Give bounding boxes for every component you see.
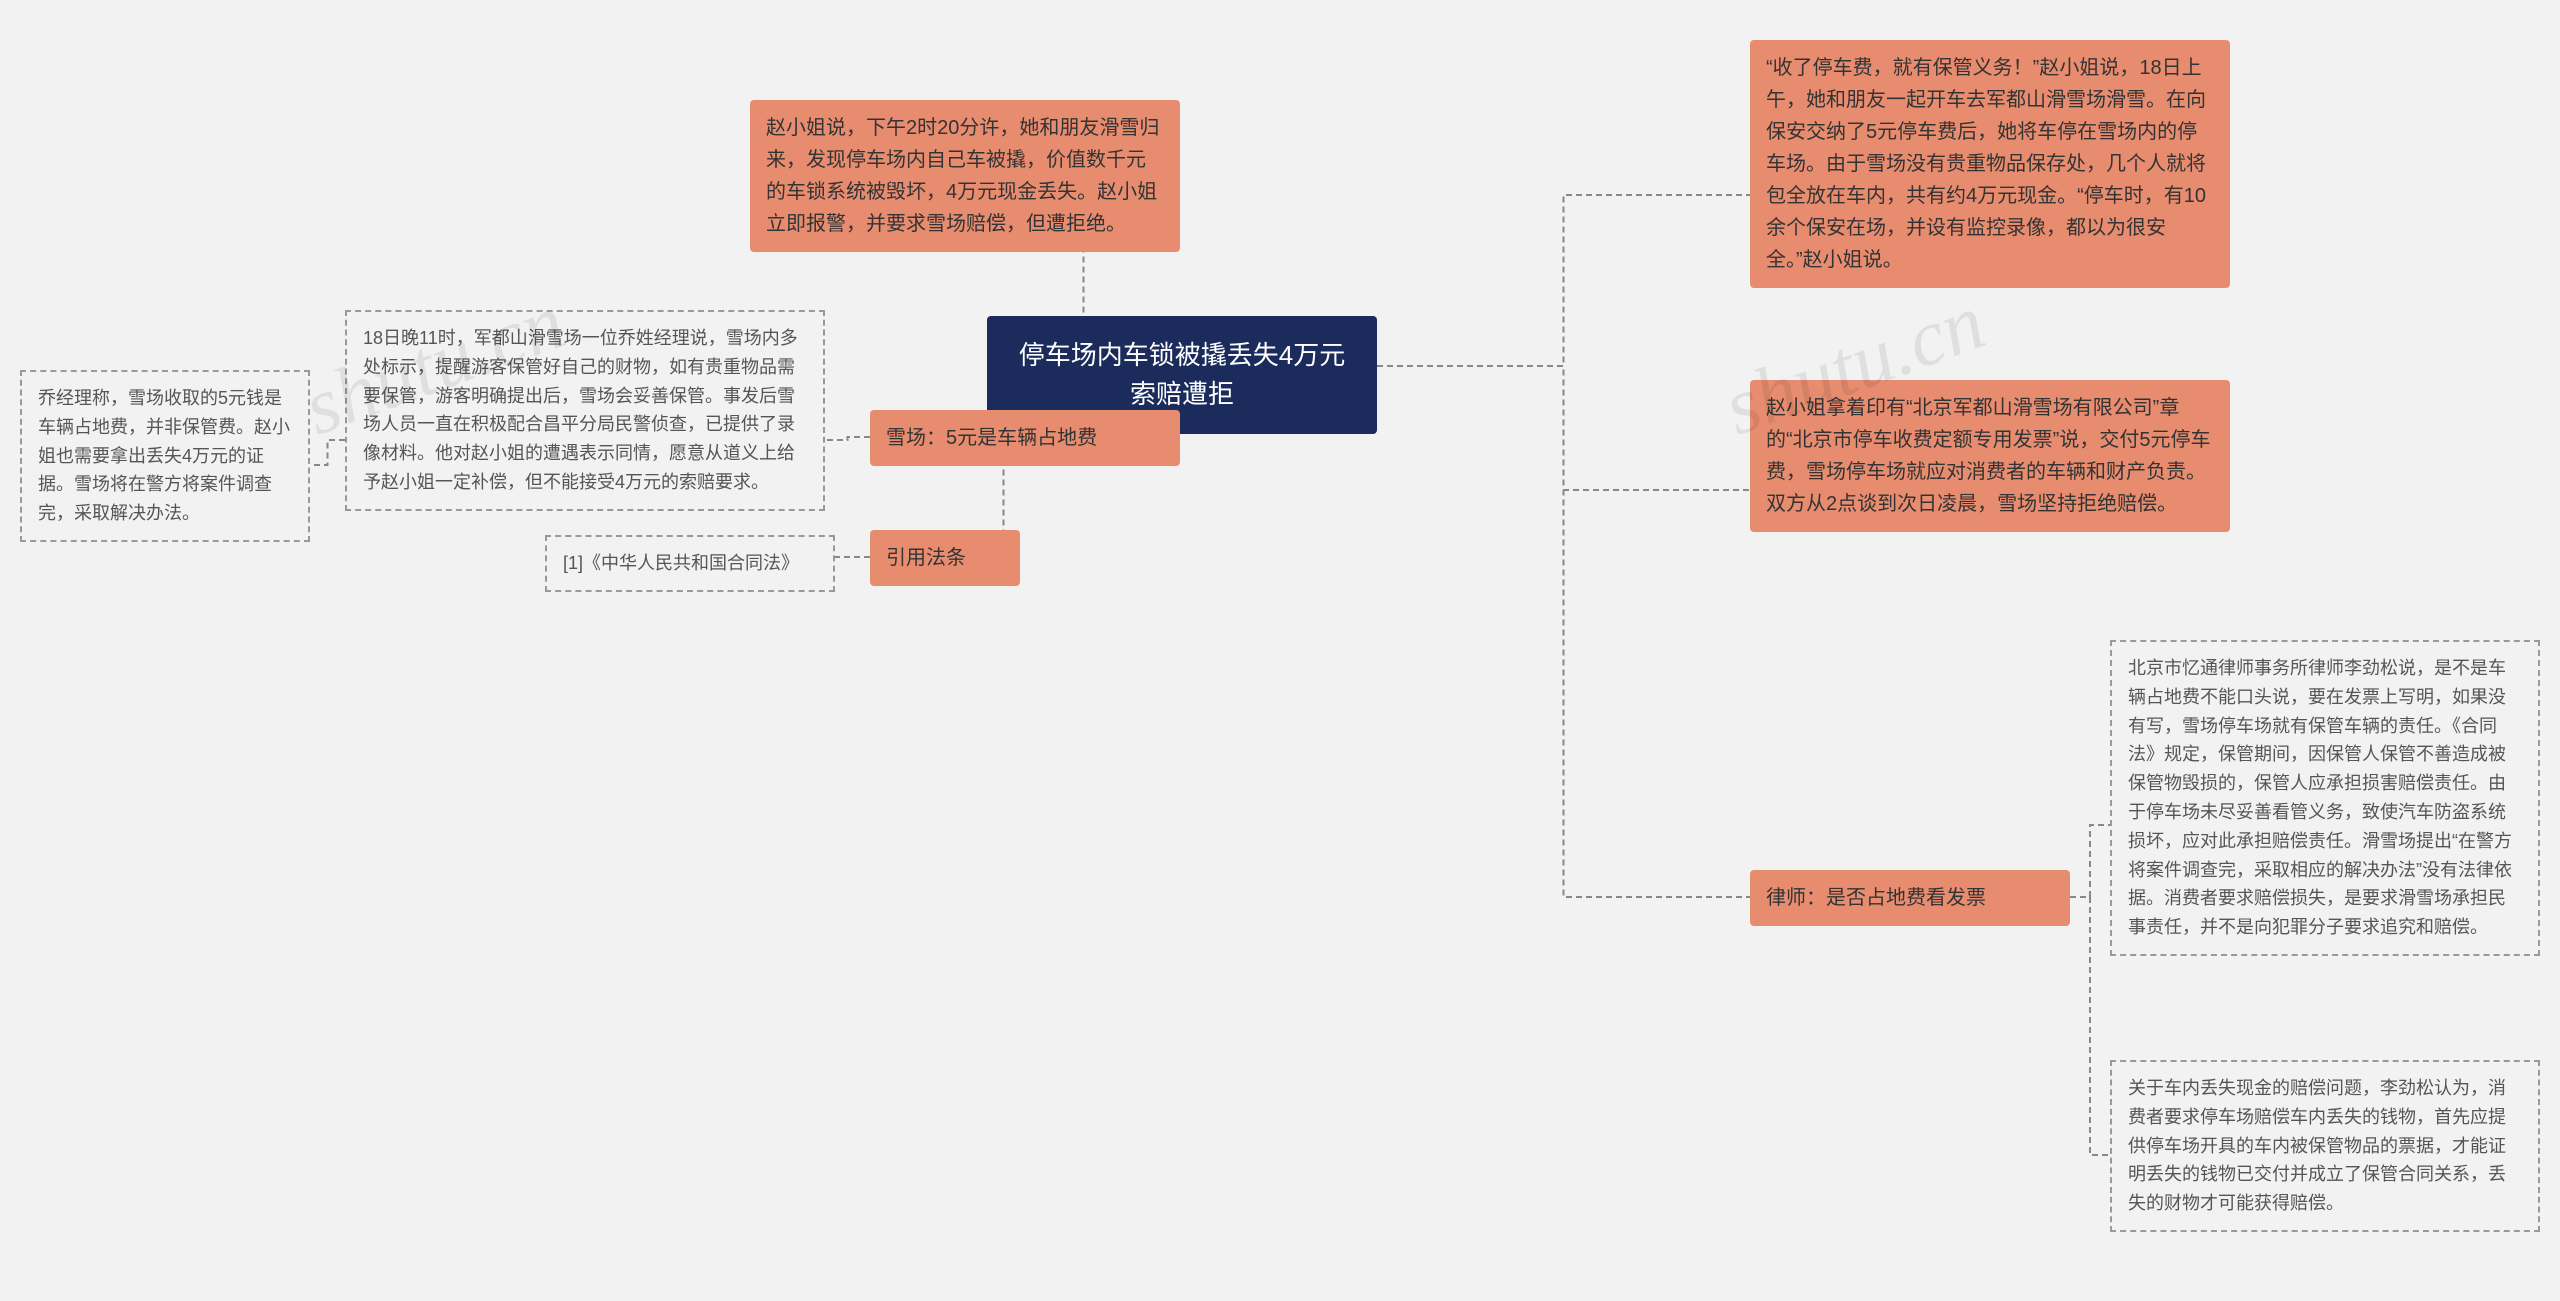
node-l1: 赵小姐说，下午2时20分许，她和朋友滑雪归来，发现停车场内自己车被撬，价值数千元…	[750, 100, 1180, 252]
node-l2b: 乔经理称，雪场收取的5元钱是车辆占地费，并非保管费。赵小姐也需要拿出丢失4万元的…	[20, 370, 310, 542]
node-r3b: 关于车内丢失现金的赔偿问题，李劲松认为，消费者要求停车场赔偿车内丢失的钱物，首先…	[2110, 1060, 2540, 1232]
node-l3: 引用法条	[870, 530, 1020, 586]
node-l2a: 18日晚11时，军都山滑雪场一位乔姓经理说，雪场内多处标示，提醒游客保管好自己的…	[345, 310, 825, 511]
node-r3: 律师：是否占地费看发票	[1750, 870, 2070, 926]
node-r3a: 北京市忆通律师事务所律师李劲松说，是不是车辆占地费不能口头说，要在发票上写明，如…	[2110, 640, 2540, 956]
node-l3a: [1]《中华人民共和国合同法》	[545, 535, 835, 592]
node-r2: 赵小姐拿着印有“北京军都山滑雪场有限公司”章的“北京市停车收费定额专用发票”说，…	[1750, 380, 2230, 532]
node-l2: 雪场：5元是车辆占地费	[870, 410, 1180, 466]
node-r1: “收了停车费，就有保管义务！”赵小姐说，18日上午，她和朋友一起开车去军都山滑雪…	[1750, 40, 2230, 288]
